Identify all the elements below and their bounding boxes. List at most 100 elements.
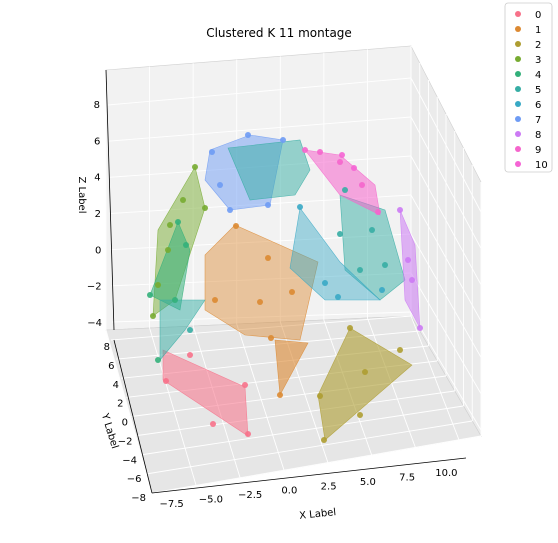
data-point-5 [337,231,343,237]
data-point-1 [268,335,274,341]
x-tick-label: −5.0 [199,494,223,505]
legend-marker-2 [515,41,521,47]
data-point-0 [210,421,216,427]
cluster-hull [227,139,311,201]
data-point-9 [359,182,365,188]
legend-frame [504,2,553,173]
data-point-3 [150,313,156,319]
y-tick-label: −2 [118,436,133,447]
legend-marker-4 [515,71,521,77]
cluster-hull [289,207,381,301]
data-point-1 [233,223,239,229]
y-tick-label: 4 [113,380,119,391]
legend-marker-9 [515,146,521,152]
z-axis-label: Z Label [76,176,87,213]
data-point-4 [147,292,153,298]
data-point-2 [317,393,323,399]
data-point-9 [375,209,381,215]
x-tick-label: −7.5 [159,499,183,510]
z-tick-label: 0 [95,245,101,256]
y-tick-label: −8 [131,493,146,504]
x-tick-label: 5.0 [360,477,376,488]
data-point-1 [257,299,263,305]
x-axis-label: X Label [299,507,337,522]
z-tick-label: 2 [95,209,101,220]
x-tick-label: 2.5 [321,481,337,492]
data-point-8 [405,257,411,263]
data-point-2 [321,437,327,443]
data-point-6 [335,294,341,300]
legend-label-2: 2 [535,40,541,51]
legend-marker-8 [515,131,521,137]
data-point-7 [217,182,223,188]
data-point-0 [187,352,193,358]
data-point-3 [155,282,161,288]
data-point-1 [212,297,218,303]
cluster-hull [274,339,309,397]
data-point-8 [409,277,415,283]
data-point-6 [322,280,328,286]
data-point-4 [175,219,181,225]
legend-marker-0 [515,11,521,17]
x-tick-label: 0.0 [281,486,297,497]
data-point-3 [165,247,171,253]
x-tick-labels: −7.5 −5.0 −2.5 0.0 2.5 5.0 7.5 10.0 [159,468,457,510]
legend-marker-7 [515,116,521,122]
data-point-2 [397,347,403,353]
y-tick-label: 6 [108,361,114,372]
legend-marker-5 [515,86,521,92]
data-point-7 [245,132,251,138]
legend-label-6: 6 [535,100,541,111]
y-axis-line [113,339,153,494]
data-point-7 [227,207,233,213]
legend-label-7: 7 [535,115,541,126]
x-tick-label: −2.5 [238,490,262,501]
data-points [147,132,423,443]
data-point-1 [265,255,271,261]
data-point-6 [379,287,385,293]
data-point-2 [362,369,368,375]
legend-label-4: 4 [535,70,541,81]
legend-label-9: 9 [535,145,541,156]
data-point-10 [351,165,357,171]
data-point-1 [277,392,283,398]
y-tick-label: 8 [104,342,110,353]
legend-marker-1 [515,26,521,32]
z-axis-line [105,69,115,331]
legend-label-0: 0 [535,10,541,21]
z-tick-label: 8 [94,100,100,111]
data-point-4 [183,242,189,248]
cluster-hull [304,149,381,216]
data-point-3 [167,222,173,228]
legend-marker-10 [515,161,521,167]
chart-title: Clustered K 11 montage [206,26,352,40]
legend-label-8: 8 [535,130,541,141]
data-point-4 [172,297,178,303]
data-point-5 [187,327,193,333]
data-point-9 [337,159,343,165]
data-point-3 [180,197,186,203]
data-point-1 [289,289,295,295]
data-point-2 [357,412,363,418]
data-point-0 [242,382,248,388]
z-tick-label: 4 [94,173,100,184]
legend-label-10: 10 [535,160,548,171]
data-point-7 [265,202,271,208]
z-tick-labels: 8 6 4 2 0 −2 −4 [87,100,102,329]
legend-label-3: 3 [535,55,541,66]
y-tick-label: 2 [117,399,123,410]
data-point-7 [209,149,215,155]
cluster-hull [159,299,206,361]
legend-label-5: 5 [535,85,541,96]
y-tick-labels: 8 6 4 2 0 −2 −4 −6 −8 [104,342,146,504]
legend-marker-3 [515,56,521,62]
data-point-2 [347,325,353,331]
data-point-6 [297,204,303,210]
data-point-3 [202,205,208,211]
data-point-9 [317,149,323,155]
legend-marker-6 [515,101,521,107]
data-point-4 [155,357,161,363]
data-point-8 [397,207,403,213]
z-tick-label: −2 [87,282,102,293]
cluster-hulls [149,134,421,441]
